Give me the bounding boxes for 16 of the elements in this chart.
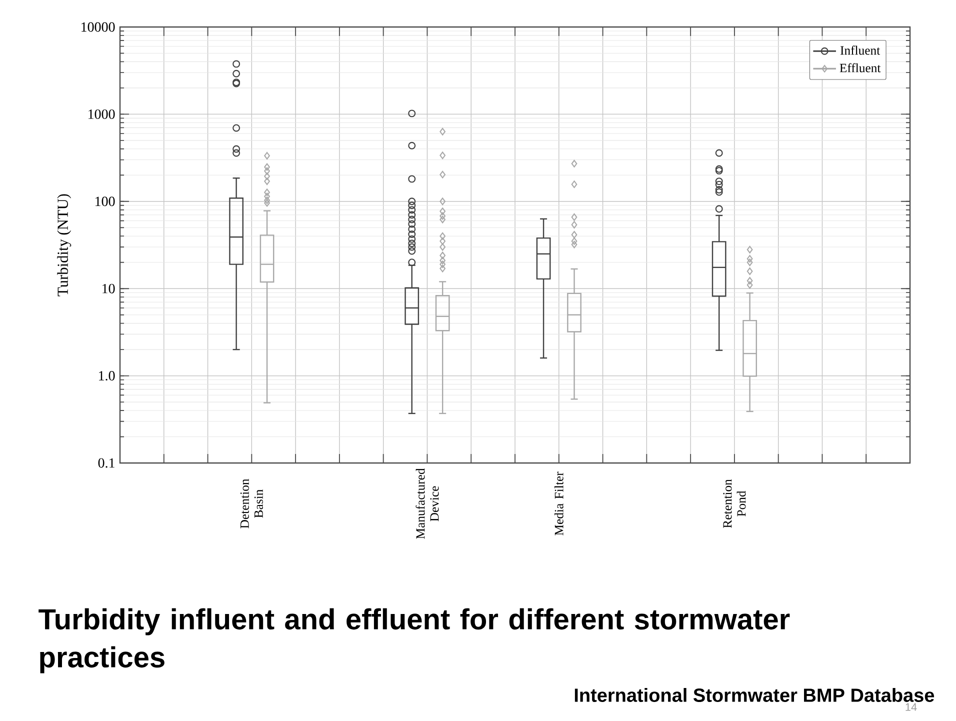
y-tick-label: 10 [102, 284, 115, 294]
x-tick-label: Media Filter [554, 472, 564, 536]
y-axis-title: Turbidity (NTU) [57, 194, 72, 296]
y-tick-label: 100 [96, 196, 115, 206]
legend-label: Influent [840, 46, 880, 55]
x-tick-label: Detention Basin [240, 478, 263, 528]
legend-label: Effluent [840, 63, 881, 72]
y-tick-label: 1.0 [99, 371, 115, 381]
text: 14 [906, 703, 917, 711]
x-tick-label: Manufactured Device [416, 468, 439, 539]
text: Turbidity influent and effluent for different stormwater practices [38, 608, 790, 674]
x-tick-label: Retention Pond [723, 479, 746, 528]
text: International Stormwater BMP Database [574, 688, 934, 702]
y-tick-label: 10000 [82, 22, 115, 32]
y-tick-label: 1000 [88, 109, 115, 119]
y-tick-label: 0.1 [98, 458, 114, 468]
